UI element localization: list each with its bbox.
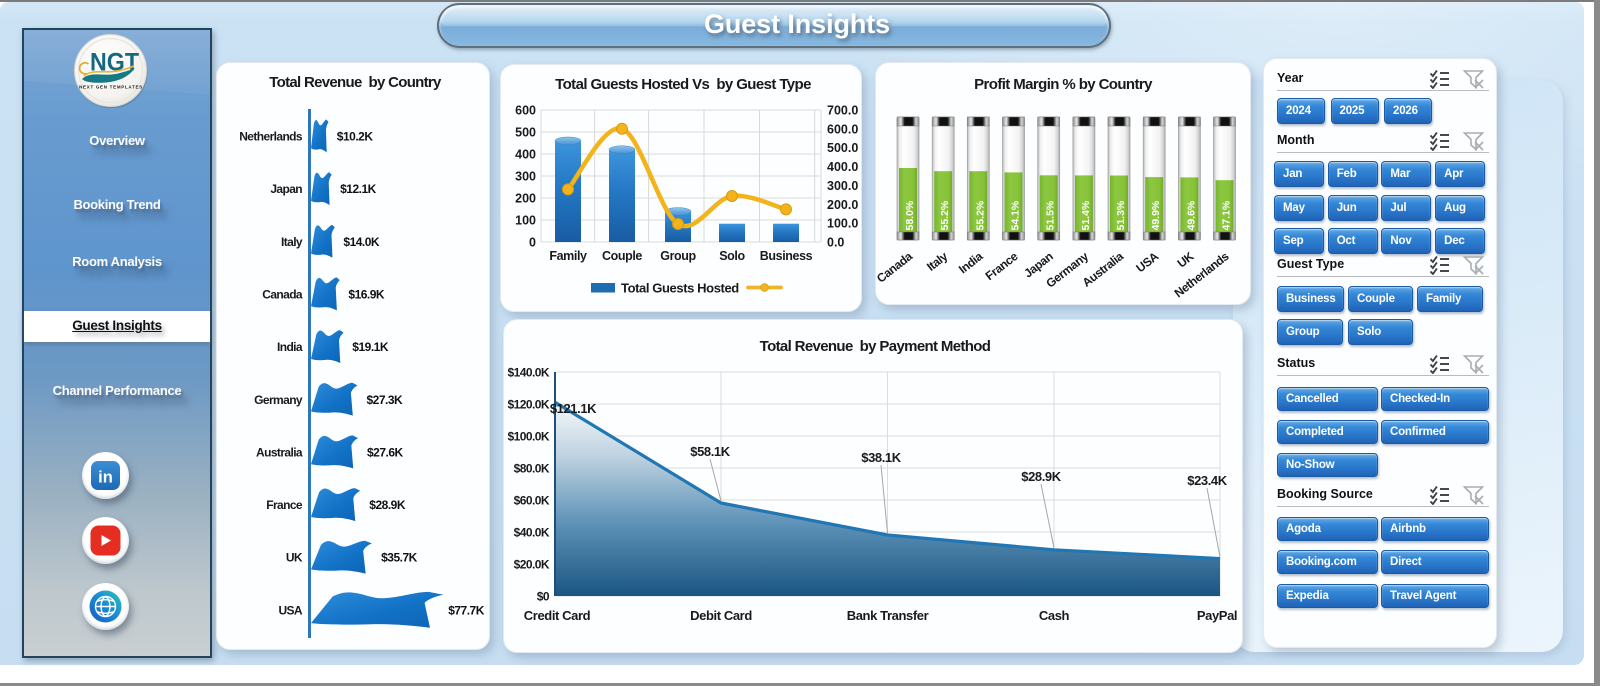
svg-text:100: 100 — [515, 214, 536, 228]
svg-text:Total Guests Hosted Vs by Gue: Total Guests Hosted Vs by Guest Type — [555, 76, 811, 93]
svg-text:Canada: Canada — [875, 249, 915, 286]
svg-text:NEXT GEN TEMPLATES: NEXT GEN TEMPLATES — [79, 85, 143, 90]
svg-text:$12.1K: $12.1K — [340, 182, 377, 196]
svg-text:$28.9K: $28.9K — [1021, 469, 1062, 484]
svg-text:Australia: Australia — [1080, 249, 1127, 290]
svg-text:India: India — [277, 340, 303, 354]
svg-text:$60.0K: $60.0K — [514, 494, 550, 508]
svg-text:600: 600 — [515, 104, 536, 118]
svg-text:Italy: Italy — [924, 249, 951, 274]
svg-text:$10.2K: $10.2K — [337, 130, 374, 144]
svg-text:$58.1K: $58.1K — [690, 444, 731, 459]
svg-text:USA: USA — [278, 603, 302, 617]
svg-text:$23.4K: $23.4K — [1187, 473, 1228, 488]
svg-text:Profit Margin % by Country: Profit Margin % by Country — [974, 76, 1153, 93]
svg-text:400.0: 400.0 — [827, 160, 858, 174]
svg-text:France: France — [266, 498, 303, 512]
svg-text:Couple: Couple — [602, 249, 642, 263]
svg-text:Solo: Solo — [719, 249, 745, 263]
svg-text:500: 500 — [515, 126, 536, 140]
svg-text:Credit Card: Credit Card — [524, 608, 591, 623]
svg-text:51.5%: 51.5% — [1045, 200, 1057, 230]
svg-text:$80.0K: $80.0K — [514, 462, 550, 476]
svg-text:$120.0K: $120.0K — [507, 398, 549, 412]
svg-text:$28.9K: $28.9K — [369, 498, 406, 512]
svg-text:in: in — [98, 469, 113, 487]
svg-text:Group: Group — [660, 249, 696, 263]
svg-text:Australia: Australia — [256, 445, 303, 459]
svg-text:100.0: 100.0 — [827, 217, 858, 231]
svg-text:$140.0K: $140.0K — [507, 366, 549, 380]
svg-text:$20.0K: $20.0K — [514, 558, 550, 572]
svg-text:USA: USA — [1133, 249, 1161, 275]
svg-text:58.0%: 58.0% — [904, 200, 916, 230]
svg-text:Italy: Italy — [281, 235, 303, 249]
svg-text:200: 200 — [515, 192, 536, 206]
svg-text:PayPal: PayPal — [1197, 608, 1237, 623]
svg-text:$14.0K: $14.0K — [343, 235, 380, 249]
svg-text:200.0: 200.0 — [827, 198, 858, 212]
svg-text:$100.0K: $100.0K — [507, 430, 549, 444]
svg-text:700.0: 700.0 — [827, 104, 858, 118]
svg-text:$40.0K: $40.0K — [514, 526, 550, 540]
svg-text:47.1%: 47.1% — [1221, 200, 1233, 230]
svg-text:600.0: 600.0 — [827, 122, 858, 136]
svg-text:51.3%: 51.3% — [1115, 200, 1127, 230]
svg-text:55.2%: 55.2% — [974, 200, 986, 230]
svg-text:$77.7K: $77.7K — [448, 603, 485, 617]
svg-text:Germany: Germany — [254, 393, 303, 407]
svg-text:France: France — [983, 249, 1021, 283]
svg-text:Netherlands: Netherlands — [239, 130, 303, 144]
svg-text:0: 0 — [529, 236, 536, 250]
svg-text:55.2%: 55.2% — [939, 200, 951, 230]
svg-text:Japan: Japan — [270, 182, 302, 196]
svg-text:400: 400 — [515, 148, 536, 162]
svg-text:500.0: 500.0 — [827, 141, 858, 155]
svg-text:UK: UK — [1175, 249, 1197, 271]
svg-text:49.6%: 49.6% — [1185, 200, 1197, 230]
svg-text:0.0: 0.0 — [827, 236, 844, 250]
svg-text:Total Revenue by Country: Total Revenue by Country — [269, 74, 442, 91]
svg-text:India: India — [956, 249, 986, 276]
svg-text:$27.6K: $27.6K — [367, 445, 404, 459]
svg-text:Debit Card: Debit Card — [690, 608, 752, 623]
svg-text:300: 300 — [515, 170, 536, 184]
svg-text:$38.1K: $38.1K — [861, 450, 902, 465]
svg-text:$0: $0 — [537, 590, 550, 604]
svg-text:$16.9K: $16.9K — [348, 287, 385, 301]
svg-text:54.1%: 54.1% — [1010, 200, 1022, 230]
svg-text:Total Guests Hosted: Total Guests Hosted — [621, 281, 739, 296]
svg-text:UK: UK — [286, 551, 303, 565]
svg-text:51.4%: 51.4% — [1080, 200, 1092, 230]
svg-text:Total Revenue by Payment Meth: Total Revenue by Payment Method — [760, 338, 991, 355]
svg-text:$19.1K: $19.1K — [352, 340, 389, 354]
svg-text:$121.1K: $121.1K — [550, 401, 597, 416]
svg-text:$35.7K: $35.7K — [381, 551, 418, 565]
svg-text:Business: Business — [760, 249, 813, 263]
svg-text:Cash: Cash — [1039, 608, 1070, 623]
svg-text:Canada: Canada — [262, 287, 303, 301]
svg-text:Bank Transfer: Bank Transfer — [847, 608, 929, 623]
svg-text:300.0: 300.0 — [827, 179, 858, 193]
svg-text:Family: Family — [549, 249, 587, 263]
svg-text:49.9%: 49.9% — [1150, 200, 1162, 230]
svg-text:$27.3K: $27.3K — [367, 393, 404, 407]
